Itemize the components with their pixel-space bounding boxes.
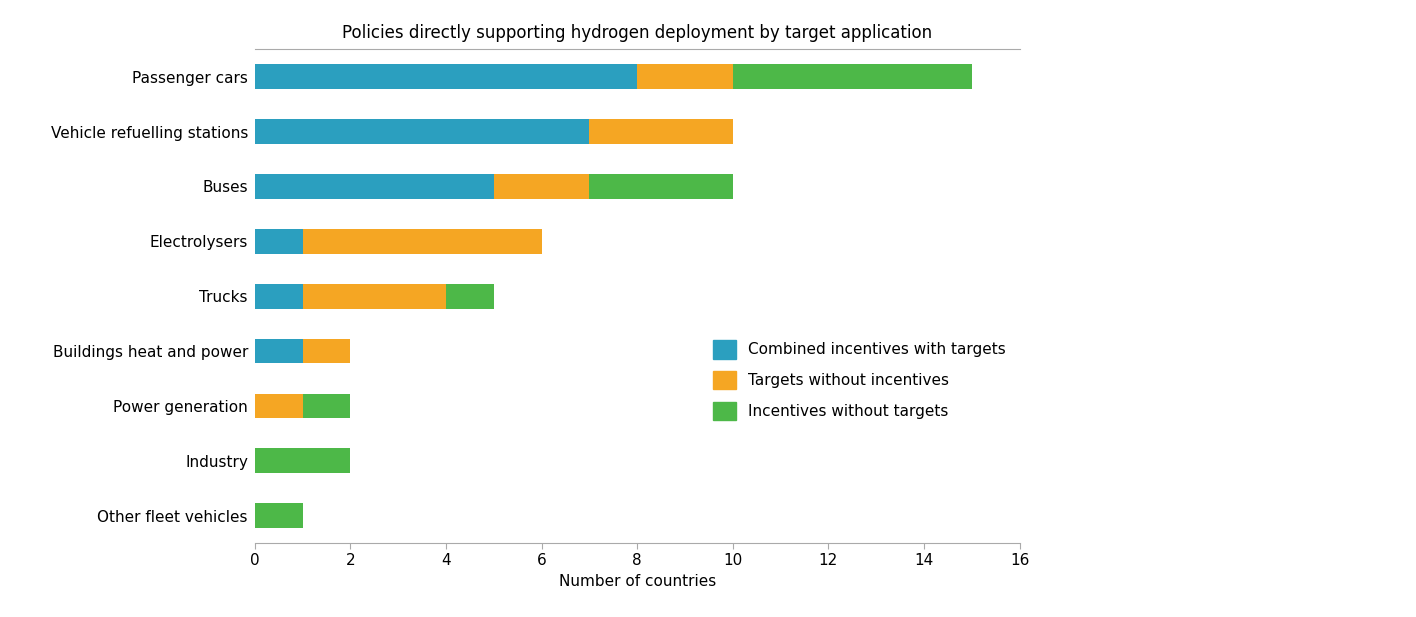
Bar — [589, 174, 733, 199]
Bar — [303, 229, 541, 254]
Bar — [255, 119, 589, 144]
Title: Policies directly supporting hydrogen deployment by target application: Policies directly supporting hydrogen de… — [343, 24, 932, 42]
Bar — [255, 339, 303, 363]
Bar — [255, 64, 637, 89]
Bar — [303, 284, 446, 308]
Bar — [255, 174, 494, 199]
Bar — [255, 394, 303, 418]
Bar — [303, 339, 351, 363]
Bar — [733, 64, 971, 89]
Bar — [255, 503, 303, 528]
Bar — [255, 229, 303, 254]
X-axis label: Number of countries: Number of countries — [558, 574, 716, 589]
Bar — [637, 64, 733, 89]
Bar — [589, 119, 733, 144]
Legend: Combined incentives with targets, Targets without incentives, Incentives without: Combined incentives with targets, Target… — [707, 334, 1012, 426]
Bar — [255, 449, 351, 473]
Bar — [494, 174, 589, 199]
Bar — [446, 284, 494, 308]
Bar — [303, 394, 351, 418]
Bar — [255, 284, 303, 308]
